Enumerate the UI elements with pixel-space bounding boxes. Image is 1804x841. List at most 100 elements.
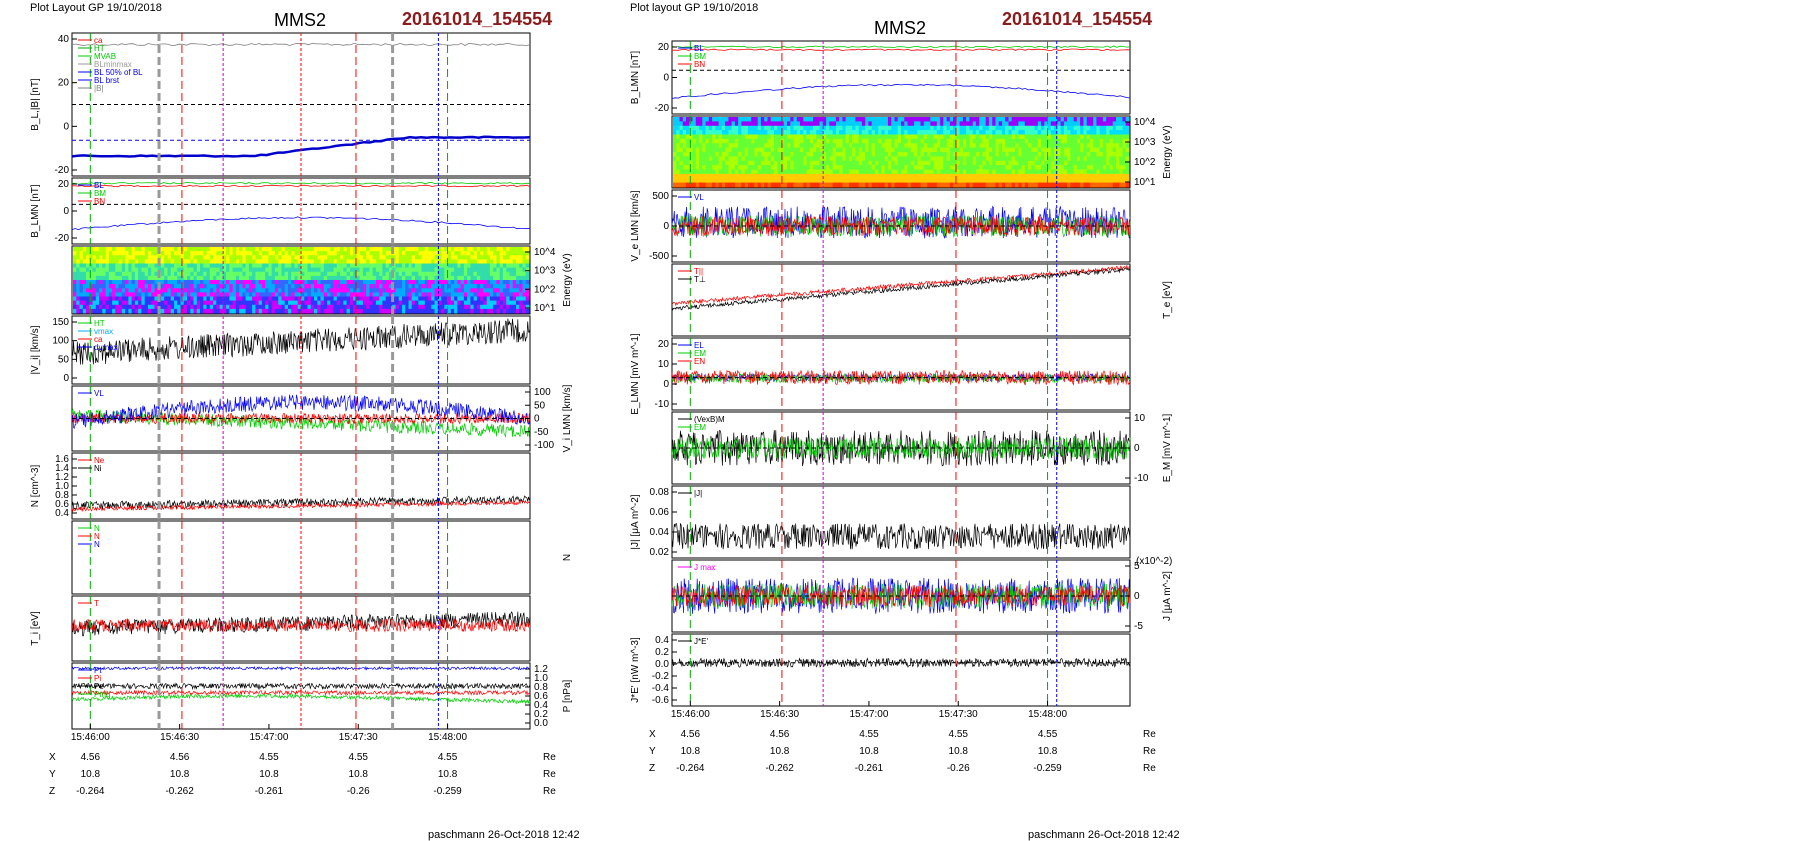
spectrogram-cell — [1021, 130, 1026, 135]
spectrogram-cell — [115, 263, 120, 269]
spectrogram-cell — [1021, 169, 1026, 175]
spectrogram-cell — [219, 255, 224, 260]
spectrogram-cell — [754, 147, 759, 153]
spectrogram-cell — [1112, 125, 1117, 131]
right-panel-5-trace-1 — [671, 436, 1131, 460]
spectrogram-cell — [910, 182, 915, 188]
spectrogram-cell — [229, 275, 234, 281]
spectrogram-cell — [835, 169, 840, 175]
spectrogram-cell — [467, 292, 471, 297]
spectrogram-cell — [969, 165, 974, 170]
spectrogram-cell — [754, 178, 759, 184]
spectrogram-cell — [728, 134, 733, 140]
spectrogram-cell — [1034, 173, 1039, 179]
spectrogram-cell — [757, 178, 762, 184]
spectrogram-cell — [369, 284, 374, 289]
spectrogram-cell — [424, 284, 429, 289]
spectrogram-cell — [813, 117, 817, 122]
spectrogram-cell — [356, 292, 361, 297]
spectrogram-cell — [415, 300, 419, 306]
spectrogram-cell — [278, 288, 282, 293]
spectrogram-cell — [463, 300, 468, 306]
spectrogram-cell — [985, 117, 990, 122]
spectrogram-cell — [323, 275, 328, 281]
spectrogram-cell — [336, 259, 341, 264]
spectrogram-cell — [499, 251, 504, 256]
spectrogram-cell — [689, 178, 694, 184]
spectrogram-cell — [988, 173, 993, 179]
spectrogram-cell — [686, 117, 690, 122]
spectrogram-cell — [252, 296, 256, 302]
spectrogram-cell — [920, 156, 925, 162]
spectrogram-cell — [297, 263, 302, 269]
spectrogram-cell — [962, 160, 967, 166]
spectrogram-cell — [447, 296, 452, 302]
spectrogram-cell — [1063, 178, 1068, 184]
spectrogram-cell — [222, 288, 227, 293]
spectrogram-cell — [826, 182, 830, 188]
spectrogram-cell — [476, 275, 481, 281]
spectrogram-cell — [764, 143, 768, 149]
spectrogram-cell — [177, 247, 181, 252]
spectrogram-cell — [1089, 130, 1094, 135]
spectrogram-cell — [496, 267, 501, 273]
spectrogram-cell — [92, 304, 97, 310]
spectrogram-cell — [509, 275, 514, 281]
spectrogram-cell — [783, 117, 788, 122]
spectrogram-cell — [1070, 130, 1075, 135]
spectrogram-cell — [1080, 169, 1084, 175]
spectrogram-cell — [154, 288, 159, 293]
spectrogram-cell — [180, 275, 185, 281]
spectrogram-cell — [1041, 121, 1045, 127]
spectrogram-cell — [966, 152, 970, 157]
spectrogram-cell — [914, 160, 918, 166]
spectrogram-cell — [366, 251, 370, 256]
spectrogram-cell — [1034, 143, 1039, 149]
spectrogram-cell — [679, 160, 684, 166]
spectrogram-cell — [473, 296, 478, 302]
left-panel-0-legend-entry: MVAB — [94, 52, 116, 61]
spectrogram-cell — [975, 169, 980, 175]
spectrogram-cell — [787, 169, 791, 175]
spectrogram-cell — [102, 308, 107, 314]
spectrogram-cell — [692, 121, 697, 127]
spectrogram-cell — [385, 280, 390, 285]
spectrogram-cell — [476, 304, 481, 310]
spectrogram-cell — [441, 300, 445, 306]
spectrogram-cell — [708, 178, 713, 184]
left-coord-value: 10.8 — [438, 769, 458, 780]
right-header: Plot layout GP 19/10/2018 — [630, 2, 759, 14]
spectrogram-cell — [108, 296, 113, 302]
spectrogram-cell — [105, 271, 110, 277]
spectrogram-cell — [327, 292, 331, 297]
spectrogram-cell — [1102, 165, 1107, 170]
spectrogram-cell — [901, 178, 905, 184]
spectrogram-cell — [174, 247, 178, 252]
spectrogram-cell — [411, 280, 416, 285]
spectrogram-cell — [796, 121, 801, 127]
spectrogram-cell — [1122, 143, 1127, 149]
spectrogram-cell — [855, 169, 860, 175]
spectrogram-cell — [943, 138, 948, 144]
spectrogram-cell — [118, 251, 123, 256]
spectrogram-cell — [402, 280, 406, 285]
spectrogram-cell — [160, 284, 165, 289]
spectrogram-cell — [375, 304, 380, 310]
spectrogram-cell — [369, 300, 374, 306]
spectrogram-cell — [923, 169, 928, 175]
spectrogram-cell — [774, 130, 778, 135]
right-panel-8-trace-0 — [671, 657, 1131, 668]
spectrogram-cell — [278, 263, 282, 269]
spectrogram-cell — [1089, 143, 1094, 149]
spectrogram-cell — [1015, 178, 1019, 184]
spectrogram-cell — [904, 121, 909, 127]
spectrogram-cell — [822, 165, 827, 170]
spectrogram-cell — [1116, 143, 1120, 149]
spectrogram-cell — [92, 247, 97, 252]
spectrogram-cell — [265, 304, 269, 310]
right-panel-6-tick-label: 0.04 — [650, 527, 670, 538]
spectrogram-cell — [1008, 152, 1013, 157]
spectrogram-cell — [265, 255, 269, 260]
spectrogram-cell — [454, 275, 458, 281]
spectrogram-cell — [147, 255, 152, 260]
